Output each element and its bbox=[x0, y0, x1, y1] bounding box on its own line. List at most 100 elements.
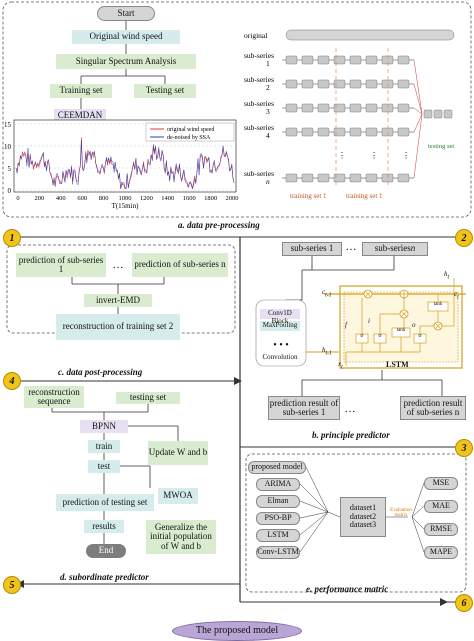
invert-emd-box: invert-EMD bbox=[84, 294, 152, 307]
update-wb-box: Update W and b bbox=[148, 441, 208, 465]
badge-1: 1 bbox=[3, 229, 21, 247]
merge-line bbox=[413, 107, 423, 115]
sub-series-index: 4 bbox=[266, 131, 270, 140]
sub-series-block bbox=[349, 103, 362, 113]
model-proposed-model: proposed model bbox=[248, 461, 306, 474]
panel-e-diagram bbox=[245, 453, 467, 593]
merge-line bbox=[413, 59, 423, 115]
h-prev-label: ht-1 bbox=[322, 346, 332, 357]
vertical-ellipsis: ⋮ bbox=[338, 151, 346, 160]
ellipsis-b: … bbox=[345, 241, 357, 254]
metric-rmse: RMSE bbox=[424, 523, 458, 536]
training-set-label: training set 1 bbox=[290, 192, 327, 200]
badge-3: 3 bbox=[455, 439, 473, 457]
sub-series-label: sub-series bbox=[244, 99, 274, 108]
proposed-model-footer: The proposed model bbox=[172, 621, 302, 641]
model-lstm: LSTM bbox=[256, 529, 300, 542]
merge-line bbox=[413, 113, 423, 179]
caption-c: c. data post-processing bbox=[58, 367, 143, 377]
metric-mse: MSE bbox=[424, 477, 458, 490]
train-box: train bbox=[88, 440, 120, 453]
tanh-out-label: tanh bbox=[433, 302, 443, 307]
x-tick-label: 400 bbox=[56, 195, 66, 202]
y-tick-label: 0 bbox=[8, 187, 12, 195]
sub-series-block bbox=[301, 127, 314, 137]
sub-series-block bbox=[333, 103, 346, 113]
testing-set-box: Testing set bbox=[134, 84, 196, 98]
sub-series-block bbox=[381, 103, 394, 113]
maxpool-label: MaxPooling bbox=[262, 321, 298, 329]
ceemdan-box: CEEMDAN bbox=[54, 109, 106, 122]
datasets-box: dataset1 dataset2 dataset3 bbox=[340, 497, 386, 537]
badge-6: 6 bbox=[455, 594, 473, 612]
x-tick-label: 1800 bbox=[204, 195, 217, 202]
sub-series-index: 2 bbox=[266, 83, 270, 92]
testing-block bbox=[433, 109, 443, 119]
metric-connector bbox=[411, 505, 425, 518]
dataset-label: dataset1 bbox=[349, 503, 377, 513]
sub-series-block bbox=[301, 103, 314, 113]
c-t-label: ct bbox=[454, 290, 459, 301]
legend-box bbox=[145, 122, 235, 142]
sub-series-block bbox=[333, 55, 346, 65]
dataset-label: dataset3 bbox=[349, 520, 377, 530]
model-arima: ARIMA bbox=[256, 478, 300, 491]
sub-series-block bbox=[397, 173, 410, 183]
sub-series-block bbox=[397, 127, 410, 137]
sub-series-n-box: sub-series n bbox=[362, 242, 428, 256]
reconstruction-box: reconstruction of training set 2 bbox=[56, 314, 180, 340]
panel-a-flow-arrows bbox=[80, 21, 166, 109]
sub-series-index: n bbox=[266, 177, 270, 186]
conv1d-label: Conv1D Block bbox=[268, 309, 292, 325]
bpnn-box: BPNN bbox=[80, 420, 128, 433]
x-tick-label: 1000 bbox=[119, 195, 132, 202]
testing-block bbox=[443, 109, 453, 119]
h-t-label: ht bbox=[444, 270, 450, 281]
sub-series-block bbox=[381, 173, 394, 183]
sub-series-block bbox=[381, 127, 394, 137]
sub-series-block bbox=[285, 127, 298, 137]
conv-dots: • • • bbox=[273, 340, 289, 351]
test-box: test bbox=[88, 460, 120, 473]
sub-series-block bbox=[397, 103, 410, 113]
sub-series-block bbox=[397, 79, 410, 89]
testing-set-label: testing set bbox=[428, 143, 454, 150]
caption-b: b. principle predictor bbox=[312, 430, 390, 440]
i-t-label: i bbox=[368, 317, 370, 325]
reconstruction-sequence-box: reconstruction sequence bbox=[24, 386, 84, 408]
x-tick-label: 200 bbox=[35, 195, 45, 202]
sub-series-block bbox=[349, 173, 362, 183]
model-connector bbox=[299, 511, 329, 553]
x-tick-label: 2000 bbox=[226, 195, 239, 202]
sub-series-block bbox=[365, 79, 378, 89]
pred-subn-box: prediction of sub-series n bbox=[132, 253, 228, 277]
sub-series-block bbox=[349, 127, 362, 137]
sub-series-block bbox=[349, 79, 362, 89]
testing-set-d-box: testing set bbox=[116, 392, 180, 404]
x-tick-label: 800 bbox=[99, 195, 109, 202]
sub-series-block bbox=[365, 173, 378, 183]
sub-series-block bbox=[285, 173, 298, 183]
sigma-o-label: σ bbox=[418, 333, 422, 339]
tanh-gate-label: tanh bbox=[396, 328, 406, 333]
sub-series-block bbox=[333, 127, 346, 137]
model-conv-lstm: Conv-LSTM bbox=[256, 546, 300, 559]
sub-series-block bbox=[301, 55, 314, 65]
sub-series-block bbox=[333, 173, 346, 183]
x-tick-label: 600 bbox=[77, 195, 87, 202]
badge-2: 2 bbox=[455, 229, 473, 247]
y-tick-label: 15 bbox=[4, 121, 12, 129]
y-tick-label: 10 bbox=[4, 143, 12, 151]
ellipsis-b2: … bbox=[344, 403, 356, 416]
original-label: original bbox=[244, 31, 267, 40]
badge-4: 4 bbox=[3, 372, 21, 390]
sub-series-1-box: sub-series 1 bbox=[282, 242, 342, 256]
sub-series-diagram: originalsub-series1sub-series2sub-series… bbox=[244, 29, 454, 200]
model-connector bbox=[299, 483, 329, 513]
model-connector bbox=[299, 500, 329, 513]
sub-series-block bbox=[365, 103, 378, 113]
model-connector bbox=[299, 511, 329, 536]
pred-result-n-box: prediction result of sub-series n bbox=[400, 396, 466, 420]
generalize-box: Generalize the initial population of W a… bbox=[146, 520, 216, 554]
